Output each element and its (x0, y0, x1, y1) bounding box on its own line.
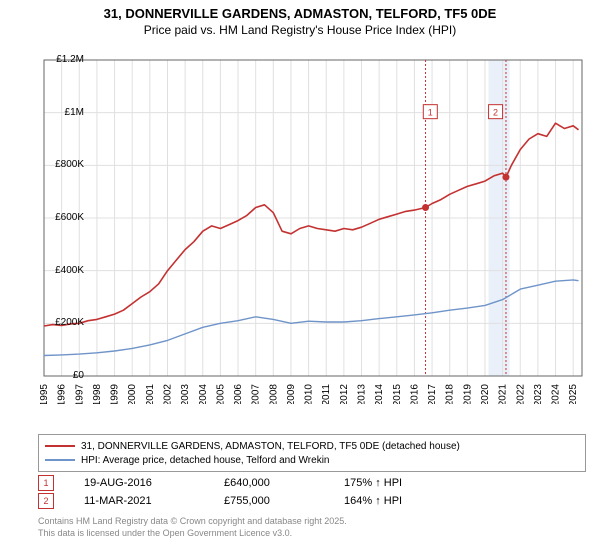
legend-swatch (45, 445, 75, 447)
marker-row: 1 19-AUG-2016 £640,000 175% ↑ HPI (38, 474, 464, 492)
svg-text:1995: 1995 (39, 384, 50, 404)
legend-row: 31, DONNERVILLE GARDENS, ADMASTON, TELFO… (45, 439, 579, 453)
y-axis-tick-label: £800K (44, 159, 84, 170)
marker-price: £640,000 (224, 477, 344, 489)
svg-text:2013: 2013 (357, 384, 368, 404)
svg-text:2005: 2005 (215, 384, 226, 404)
svg-text:2010: 2010 (304, 384, 315, 404)
svg-text:2019: 2019 (462, 384, 473, 404)
svg-text:2021: 2021 (498, 384, 509, 404)
svg-text:2023: 2023 (533, 384, 544, 404)
svg-text:2016: 2016 (409, 384, 420, 404)
svg-text:2014: 2014 (374, 384, 385, 404)
svg-text:2002: 2002 (162, 384, 173, 404)
markers-table: 1 19-AUG-2016 £640,000 175% ↑ HPI 2 11-M… (38, 474, 464, 510)
svg-text:2018: 2018 (445, 384, 456, 404)
svg-text:2003: 2003 (180, 384, 191, 404)
svg-text:2015: 2015 (392, 384, 403, 404)
svg-text:2022: 2022 (515, 384, 526, 404)
svg-text:1999: 1999 (110, 384, 121, 404)
svg-text:2007: 2007 (251, 384, 262, 404)
marker-date: 19-AUG-2016 (84, 477, 224, 489)
legend-box: 31, DONNERVILLE GARDENS, ADMASTON, TELFO… (38, 434, 586, 472)
marker-pct: 175% ↑ HPI (344, 477, 464, 489)
marker-badge-id: 1 (43, 478, 48, 488)
svg-text:2009: 2009 (286, 384, 297, 404)
chart-container: 31, DONNERVILLE GARDENS, ADMASTON, TELFO… (0, 0, 600, 560)
svg-text:2025: 2025 (568, 384, 579, 404)
y-axis-tick-label: £0 (44, 370, 84, 381)
y-axis-tick-label: £400K (44, 265, 84, 276)
y-axis-tick-label: £1.2M (44, 54, 84, 65)
svg-text:2000: 2000 (127, 384, 138, 404)
marker-row: 2 11-MAR-2021 £755,000 164% ↑ HPI (38, 492, 464, 510)
footer-line1: Contains HM Land Registry data © Crown c… (38, 516, 347, 528)
svg-text:2001: 2001 (145, 384, 156, 404)
line-chart-svg: 1995 1996 1997 1998 1999 2000 2001 2002 2003 2004… (38, 54, 588, 404)
svg-text:2024: 2024 (551, 384, 562, 404)
svg-text:1998: 1998 (92, 384, 103, 404)
y-axis-tick-label: £600K (44, 212, 84, 223)
svg-text:2006: 2006 (233, 384, 244, 404)
marker-badge: 1 (38, 475, 54, 491)
svg-text:2012: 2012 (339, 384, 350, 404)
y-axis-tick-label: £1M (44, 107, 84, 118)
legend-row: HPI: Average price, detached house, Telf… (45, 453, 579, 467)
svg-text:2011: 2011 (321, 384, 332, 404)
svg-text:1996: 1996 (57, 384, 68, 404)
marker-price: £755,000 (224, 495, 344, 507)
title-block: 31, DONNERVILLE GARDENS, ADMASTON, TELFO… (0, 0, 600, 37)
footer: Contains HM Land Registry data © Crown c… (38, 516, 347, 539)
svg-text:2017: 2017 (427, 384, 438, 404)
svg-text:2020: 2020 (480, 384, 491, 404)
svg-text:2008: 2008 (268, 384, 279, 404)
footer-line2: This data is licensed under the Open Gov… (38, 528, 347, 540)
marker-date: 11-MAR-2021 (84, 495, 224, 507)
svg-text:1997: 1997 (74, 384, 85, 404)
marker-pct: 164% ↑ HPI (344, 495, 464, 507)
legend-swatch (45, 459, 75, 461)
svg-text:1: 1 (428, 108, 433, 118)
marker-badge-id: 2 (43, 496, 48, 506)
y-axis-tick-label: £200K (44, 317, 84, 328)
legend-label: 31, DONNERVILLE GARDENS, ADMASTON, TELFO… (81, 441, 460, 452)
title-line2: Price paid vs. HM Land Registry's House … (0, 23, 600, 37)
marker-badge: 2 (38, 493, 54, 509)
svg-text:2004: 2004 (198, 384, 209, 404)
svg-text:2: 2 (493, 108, 498, 118)
chart-area: 1995 1996 1997 1998 1999 2000 2001 2002 2003 2004… (38, 54, 588, 404)
legend-label: HPI: Average price, detached house, Telf… (81, 455, 330, 466)
title-line1: 31, DONNERVILLE GARDENS, ADMASTON, TELFO… (0, 6, 600, 21)
